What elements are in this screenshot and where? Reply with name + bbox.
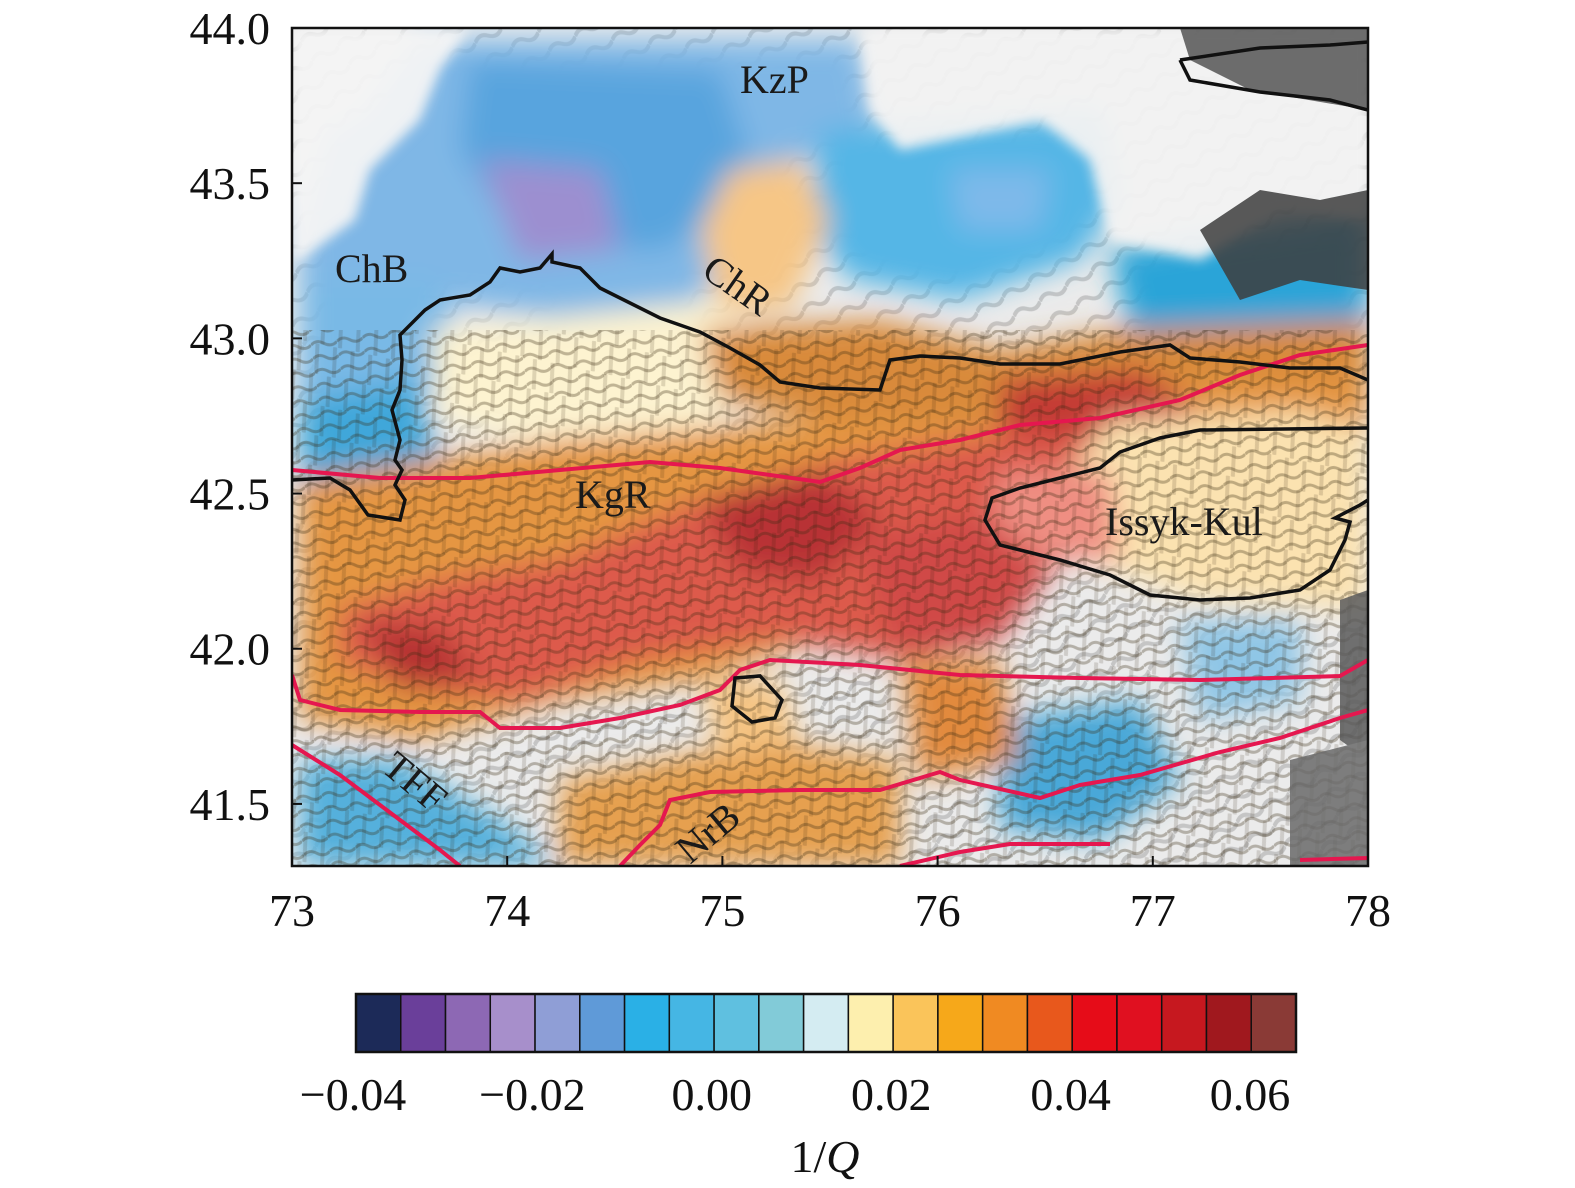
colorbar-swatch: [1250, 993, 1297, 1053]
y-tick-label: 42.5: [190, 469, 271, 520]
colorbar-swatch: [444, 993, 492, 1053]
colorbar-tick-label: 0.02: [851, 1069, 932, 1120]
colorbar-tick-label: 0.06: [1210, 1069, 1291, 1120]
colorbar-swatch: [713, 993, 760, 1053]
x-tick-label: 73: [269, 885, 315, 936]
label-issyk-kul: Issyk-Kul: [1105, 499, 1263, 544]
y-tick-label: 44.0: [190, 3, 271, 54]
y-axis: 44.0 43.5 43.0 42.5 42.0 41.5: [190, 3, 302, 830]
label-kzp: KzP: [740, 57, 809, 102]
colorbar-swatch: [1205, 993, 1252, 1053]
y-tick-label: 41.5: [190, 779, 271, 830]
colorbar-ticks: −0.04 −0.02 0.00 0.02 0.04 0.06: [300, 1069, 1290, 1120]
colorbar: −0.04 −0.02 0.00 0.02 0.04 0.06 1/Q: [300, 992, 1298, 1182]
x-tick-label: 76: [915, 885, 961, 936]
x-tick-label: 74: [484, 885, 530, 936]
x-tick-label: 75: [699, 885, 745, 936]
fault-lines: [292, 343, 1368, 866]
colorbar-swatches: [355, 993, 1297, 1053]
colorbar-swatch: [355, 993, 402, 1053]
colorbar-tick-label: 0.00: [672, 1069, 753, 1120]
y-tick-label: 42.0: [190, 624, 271, 675]
boundary-lines: [292, 40, 1368, 724]
colorbar-tick-label: −0.04: [300, 1069, 406, 1120]
colorbar-tick-label: 0.04: [1030, 1069, 1111, 1120]
colorbar-swatch: [981, 993, 1029, 1053]
colorbar-label-prefix: 1/: [790, 1131, 826, 1182]
x-axis: 73 74 75 76 77 78: [269, 856, 1391, 936]
label-chb: ChB: [335, 246, 408, 291]
map-frame: [290, 26, 1370, 868]
colorbar-tick-label: −0.02: [479, 1069, 585, 1120]
map-area: KzP ChB ChR KgR Issyk-Kul TFF NrB: [290, 26, 1370, 872]
colorbar-swatch: [802, 993, 850, 1053]
colorbar-swatch: [892, 993, 939, 1053]
colorbar-swatch: [1116, 993, 1163, 1053]
y-tick-label: 43.5: [190, 158, 271, 209]
x-tick-label: 78: [1345, 885, 1391, 936]
colorbar-label-variable: Q: [826, 1131, 859, 1182]
x-tick-label: 77: [1130, 885, 1176, 936]
colorbar-swatch: [534, 993, 581, 1053]
colorbar-frame: [354, 992, 1298, 1054]
colorbar-swatch: [623, 993, 671, 1053]
colorbar-swatch: [668, 993, 715, 1053]
colorbar-swatch: [1026, 993, 1073, 1053]
colorbar-swatch: [847, 993, 894, 1053]
attenuation-field: [292, 28, 1368, 866]
colorbar-swatch: [1160, 993, 1208, 1053]
colorbar-swatch: [937, 993, 984, 1053]
colorbar-swatch: [400, 993, 447, 1053]
colorbar-swatch: [758, 993, 805, 1053]
colorbar-swatch: [489, 993, 536, 1053]
colorbar-swatch: [579, 993, 626, 1053]
label-kgr: KgR: [575, 472, 651, 517]
colorbar-swatch: [1071, 993, 1118, 1053]
y-tick-label: 43.0: [190, 313, 271, 364]
colorbar-label: 1/Q: [790, 1131, 859, 1182]
